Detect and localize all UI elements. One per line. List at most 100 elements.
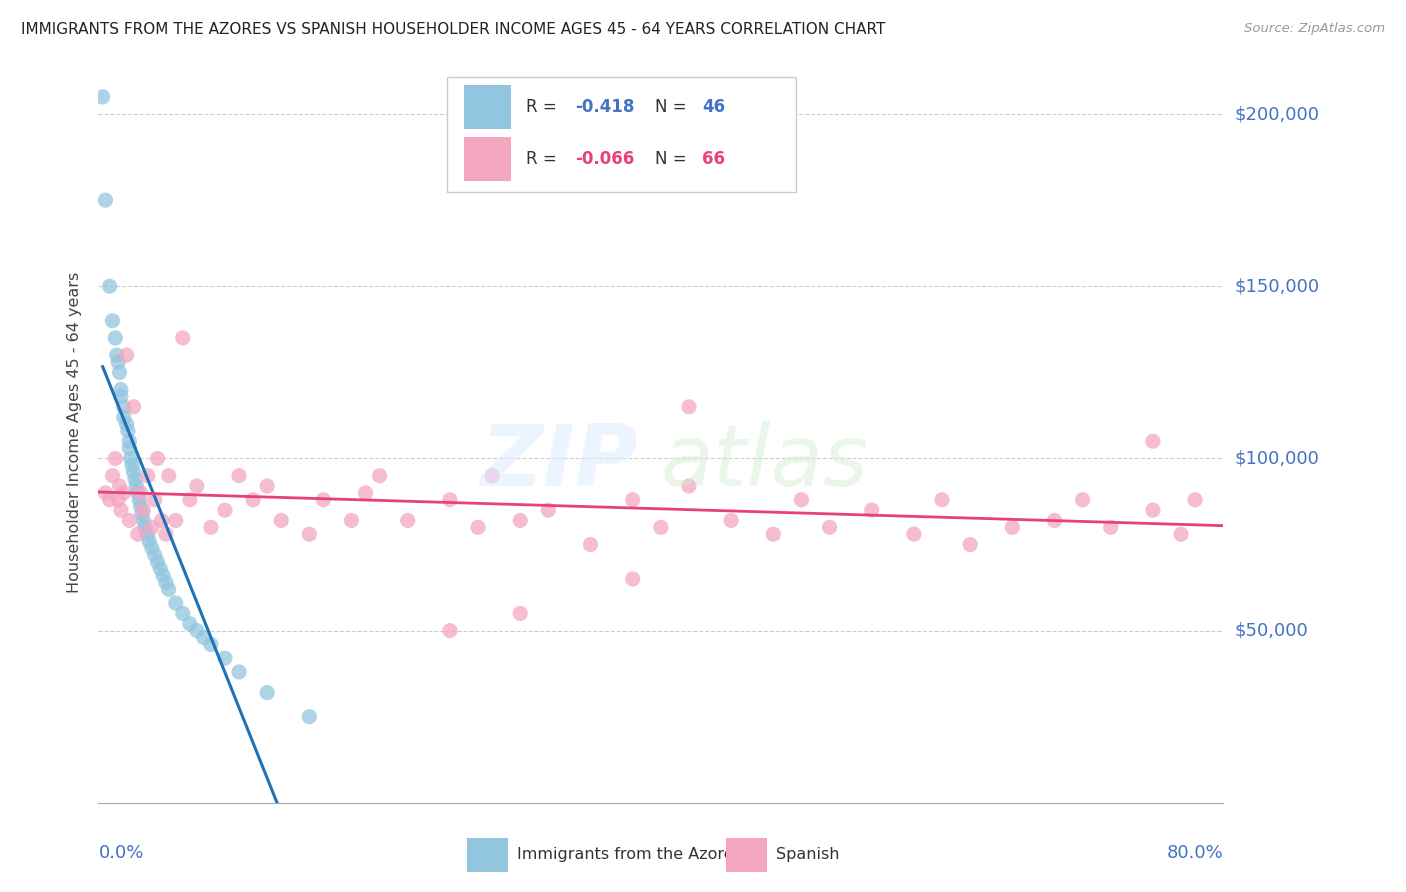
Point	[1071, 492, 1094, 507]
Point	[94, 193, 117, 207]
FancyBboxPatch shape	[447, 78, 796, 192]
Point	[155, 575, 177, 590]
Point	[298, 527, 321, 541]
Point	[509, 607, 531, 621]
Point	[118, 441, 141, 455]
Point	[118, 513, 141, 527]
Text: ZIP: ZIP	[481, 421, 638, 504]
Point	[118, 434, 141, 449]
Text: Immigrants from the Azores: Immigrants from the Azores	[517, 847, 742, 863]
Text: -0.066: -0.066	[575, 150, 634, 168]
Text: N =: N =	[655, 98, 692, 116]
Point	[91, 90, 114, 104]
Point	[127, 527, 149, 541]
Point	[108, 479, 131, 493]
Point	[104, 451, 127, 466]
Point	[678, 400, 700, 414]
Point	[298, 709, 321, 723]
Point	[537, 503, 560, 517]
Point	[108, 365, 131, 379]
Point	[134, 520, 156, 534]
Point	[107, 492, 129, 507]
Point	[1142, 503, 1164, 517]
Text: $200,000: $200,000	[1234, 105, 1319, 123]
Point	[172, 331, 194, 345]
Point	[1184, 492, 1206, 507]
Text: 66: 66	[703, 150, 725, 168]
Point	[1043, 513, 1066, 527]
FancyBboxPatch shape	[725, 838, 766, 871]
Point	[228, 468, 250, 483]
Point	[152, 568, 174, 582]
FancyBboxPatch shape	[464, 136, 512, 180]
Point	[143, 492, 166, 507]
Point	[146, 451, 169, 466]
Point	[121, 458, 143, 473]
Point	[132, 503, 155, 517]
Point	[143, 548, 166, 562]
Point	[131, 507, 153, 521]
Point	[165, 596, 187, 610]
Point	[136, 527, 159, 541]
Point	[270, 513, 292, 527]
Point	[122, 465, 145, 479]
Point	[186, 479, 208, 493]
Point	[242, 492, 264, 507]
Point	[112, 486, 135, 500]
Point	[141, 541, 163, 555]
Point	[110, 383, 132, 397]
Point	[186, 624, 208, 638]
Point	[256, 479, 278, 493]
Point	[165, 513, 187, 527]
Point	[157, 582, 180, 597]
Point	[104, 331, 127, 345]
Point	[1001, 520, 1024, 534]
Point	[146, 555, 169, 569]
Point	[579, 537, 602, 551]
Point	[481, 468, 503, 483]
Point	[368, 468, 391, 483]
Point	[117, 424, 139, 438]
Point	[621, 572, 644, 586]
Point	[354, 486, 377, 500]
Text: R =: R =	[526, 150, 562, 168]
Point	[312, 492, 335, 507]
Point	[110, 503, 132, 517]
Point	[621, 492, 644, 507]
Point	[818, 520, 841, 534]
Text: 46: 46	[703, 98, 725, 116]
Point	[200, 520, 222, 534]
Point	[214, 651, 236, 665]
Point	[110, 389, 132, 403]
Point	[931, 492, 953, 507]
Point	[172, 607, 194, 621]
Text: -0.418: -0.418	[575, 98, 634, 116]
Point	[155, 527, 177, 541]
Point	[120, 451, 142, 466]
Point	[228, 665, 250, 679]
Point	[762, 527, 785, 541]
Y-axis label: Householder Income Ages 45 - 64 years: Householder Income Ages 45 - 64 years	[67, 272, 83, 593]
Point	[136, 468, 159, 483]
Point	[1099, 520, 1122, 534]
Text: 80.0%: 80.0%	[1167, 844, 1223, 862]
Point	[115, 348, 138, 362]
Point	[179, 492, 201, 507]
Point	[193, 631, 215, 645]
Point	[179, 616, 201, 631]
FancyBboxPatch shape	[464, 85, 512, 128]
Point	[149, 561, 172, 575]
Point	[439, 492, 461, 507]
Point	[128, 492, 150, 507]
Point	[112, 400, 135, 414]
Text: atlas: atlas	[661, 421, 869, 504]
Text: N =: N =	[655, 150, 692, 168]
Point	[138, 534, 160, 549]
Point	[340, 513, 363, 527]
Point	[678, 479, 700, 493]
Point	[101, 468, 124, 483]
Text: $50,000: $50,000	[1234, 622, 1308, 640]
Point	[94, 486, 117, 500]
Text: Source: ZipAtlas.com: Source: ZipAtlas.com	[1244, 22, 1385, 36]
Point	[98, 492, 121, 507]
